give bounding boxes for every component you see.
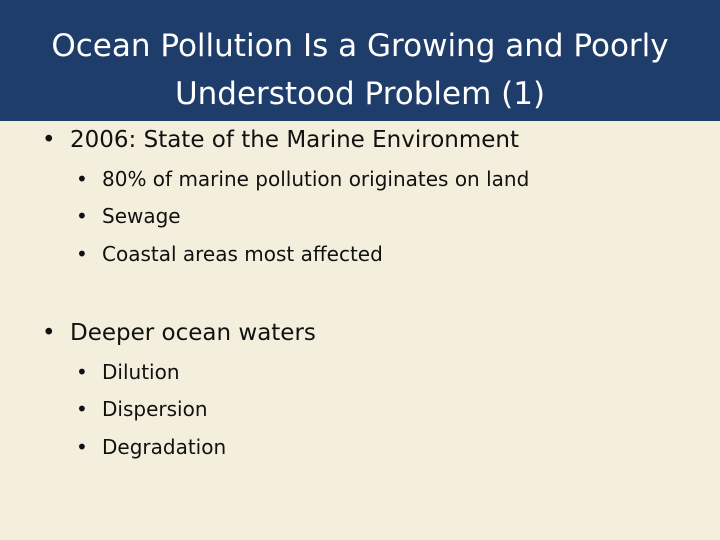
title-line: Ocean Pollution Is a Growing and Poorly (51, 28, 669, 64)
bullet-text: Degradation (102, 435, 227, 459)
title-line: Understood Problem (1) (174, 76, 546, 112)
sub-bullet: Coastal areas most affected (76, 242, 383, 266)
bullet-text: 2006: State of the Marine Environment (70, 127, 520, 153)
bullet-text: Deeper ocean waters (70, 320, 316, 346)
sub-bullet: Sewage (76, 204, 181, 228)
bullet: Deeper ocean waters (42, 320, 316, 346)
sub-bullet: Dilution (76, 360, 180, 384)
bullet-text: Dilution (102, 360, 180, 384)
sub-bullet: Degradation (76, 435, 227, 459)
bullet-text: Coastal areas most affected (102, 242, 383, 266)
bullet-text: Dispersion (102, 397, 208, 421)
sub-bullet: 80% of marine pollution originates on la… (76, 167, 530, 191)
title-bar: Ocean Pollution Is a Growing and Poorly … (0, 0, 720, 121)
sub-bullet: Dispersion (76, 397, 208, 421)
bullet-text: Sewage (102, 204, 181, 228)
bullet-text: 80% of marine pollution originates on la… (102, 167, 530, 191)
bullet: 2006: State of the Marine Environment (42, 127, 520, 153)
